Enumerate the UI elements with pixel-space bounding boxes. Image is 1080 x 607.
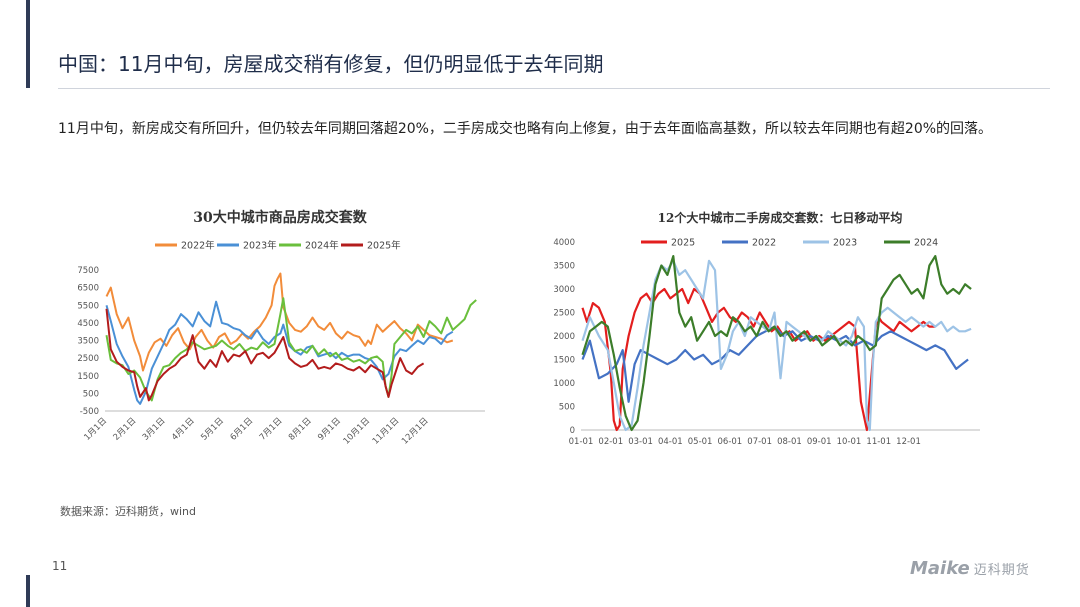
x-tick-label-7: 8月1日 (287, 416, 314, 443)
accent-bar-top (26, 0, 30, 88)
x-tick-label-10: 11-01 (866, 437, 891, 447)
chart-title: 30大中城市商品房成交套数 (193, 209, 367, 226)
title-divider (58, 88, 1050, 89)
series-line-2 (581, 259, 972, 432)
x-tick-label-9: 10-01 (837, 437, 862, 447)
x-tick-label-5: 06-01 (718, 437, 743, 447)
x-tick-label-3: 04-01 (658, 437, 683, 447)
y-tick-label-0: 0 (570, 426, 575, 436)
y-tick-label-2: 1500 (77, 372, 99, 382)
x-tick-label-4: 5月1日 (199, 416, 226, 443)
x-tick-label-6: 7月1日 (258, 416, 285, 443)
y-tick-label-3: 2500 (77, 354, 99, 364)
series-line-3 (105, 308, 425, 402)
chart-title: 12个大中城市二手房成交套数：七日移动平均 (658, 210, 903, 225)
x-tick-label-8: 9月1日 (316, 416, 343, 443)
x-tick-label-9: 10月1日 (342, 416, 373, 447)
x-tick-label-10: 11月1日 (371, 416, 402, 447)
series-line-3 (581, 254, 972, 432)
summary-text: 11月中旬，新房成交有所回升，但仍较去年同期回落超20%，二手房成交也略有向上修… (58, 121, 993, 137)
x-tick-label-5: 6月1日 (229, 416, 256, 443)
legend-label-2: 2023 (833, 238, 857, 249)
series-line-2 (105, 297, 477, 402)
y-tick-label-1: 500 (559, 403, 575, 413)
legend-label-1: 2023年 (243, 240, 277, 252)
y-tick-label-3: 1500 (553, 356, 575, 366)
y-tick-label-0: -500 (80, 407, 99, 417)
y-tick-label-6: 3000 (553, 285, 575, 295)
y-tick-label-5: 4500 (77, 319, 99, 329)
x-tick-label-11: 12-01 (896, 437, 921, 447)
x-tick-label-8: 09-01 (807, 437, 832, 447)
x-tick-label-0: 01-01 (569, 437, 594, 447)
logo-text: 迈科期货 (973, 563, 1030, 578)
x-tick-label-1: 2月1日 (112, 416, 139, 443)
y-tick-label-2: 1000 (553, 379, 575, 389)
series-line-0 (581, 287, 936, 432)
x-tick-label-11: 12月1日 (400, 416, 431, 447)
y-tick-label-6: 5500 (77, 301, 99, 311)
legend-label-3: 2025年 (367, 240, 401, 252)
data-source: 数据来源：迈科期货，wind (60, 505, 197, 518)
x-tick-label-6: 07-01 (747, 437, 772, 447)
logo-mark: Maike (910, 558, 970, 579)
x-tick-label-3: 4月1日 (170, 416, 197, 443)
x-tick-label-1: 02-01 (598, 437, 623, 447)
y-tick-label-1: 500 (83, 389, 99, 399)
page-number: 11 (52, 559, 68, 573)
x-tick-label-0: 1月1日 (82, 416, 109, 443)
y-tick-label-5: 2500 (553, 309, 575, 319)
x-tick-label-4: 05-01 (688, 437, 713, 447)
y-tick-label-8: 4000 (553, 238, 575, 248)
legend-label-0: 2025 (671, 238, 695, 249)
chart-second-hand-sales: 12个大中城市二手房成交套数：七日移动平均 2025 2022 2023 2024 0 50… (553, 210, 980, 447)
x-tick-label-7: 08-01 (777, 437, 802, 447)
legend-label-0: 2022年 (181, 240, 215, 252)
x-tick-label-2: 03-01 (628, 437, 653, 447)
y-tick-label-8: 7500 (77, 266, 99, 276)
page-title: 中国：11月中旬，房屋成交稍有修复，但仍明显低于去年同期 (58, 52, 604, 76)
chart-new-home-sales: 30大中城市商品房成交套数 2022年 2023年 2024年 2025年 -500 500… (77, 209, 485, 447)
legend-label-3: 2024 (914, 238, 938, 249)
legend-label-1: 2022 (752, 238, 776, 249)
y-tick-label-7: 6500 (77, 284, 99, 294)
legend-label-2: 2024年 (305, 240, 339, 252)
company-logo: Maike 迈科期货 (910, 558, 1030, 579)
x-tick-label-2: 3月1日 (141, 416, 168, 443)
y-tick-label-4: 3500 (77, 337, 99, 347)
y-tick-label-4: 2000 (553, 332, 575, 342)
accent-bar-bottom (26, 575, 30, 607)
y-tick-label-7: 3500 (553, 262, 575, 272)
